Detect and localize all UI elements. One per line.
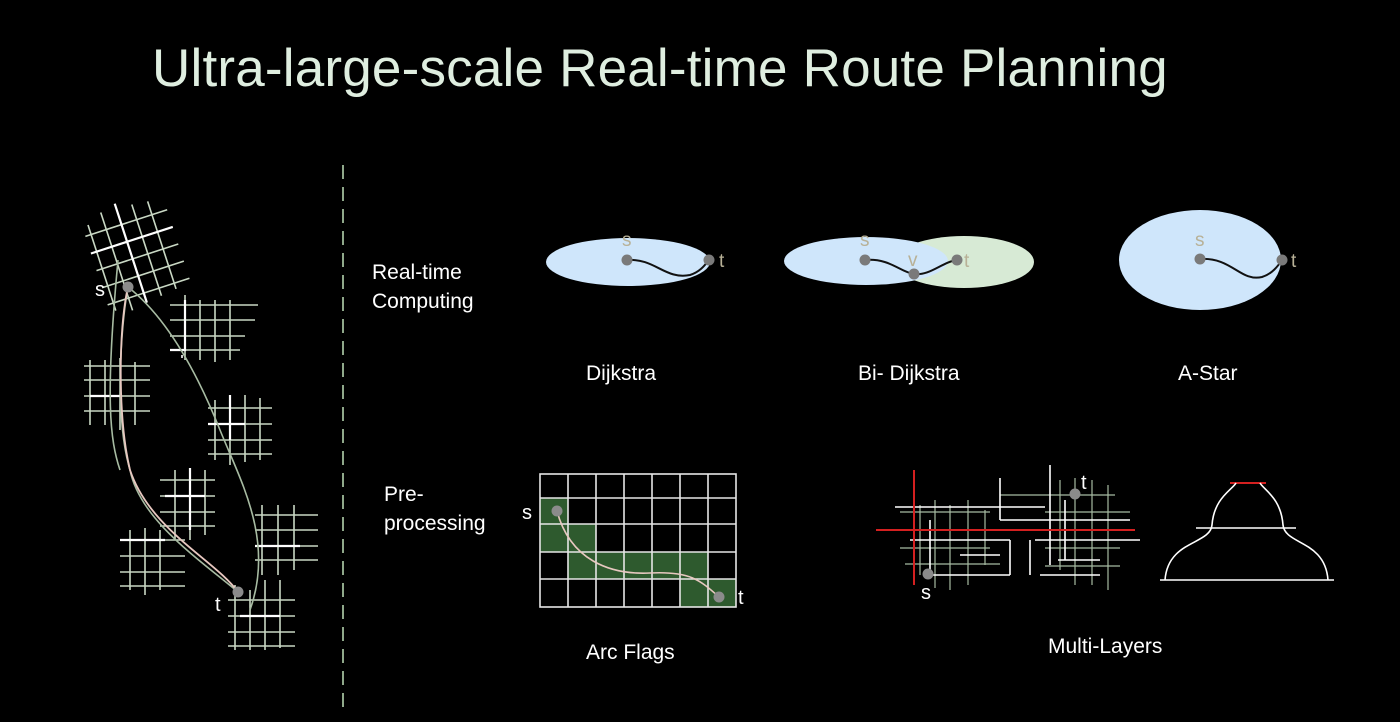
bidijkstra-node-t xyxy=(951,254,963,266)
arcflags-path xyxy=(556,510,720,598)
map-label-s: s xyxy=(95,279,105,301)
row-label-realtime-line1: Real-time xyxy=(372,261,462,284)
arcflags-grid xyxy=(539,473,737,608)
multilayer-hierarchy xyxy=(1160,482,1334,581)
row-label-preprocessing: Pre- processing xyxy=(384,480,486,538)
map-block-ll xyxy=(120,528,185,595)
dijkstra-node-s xyxy=(621,254,633,266)
slide-title: Ultra-large-scale Real-time Route Planni… xyxy=(152,39,1168,98)
map-block-rm xyxy=(208,395,272,465)
map-block-bottom xyxy=(228,580,295,650)
map-label-t: t xyxy=(215,594,221,616)
multilayer-grid: s t xyxy=(876,465,1140,604)
caption-arcflags: Arc Flags xyxy=(586,641,675,664)
map-block-lm xyxy=(84,358,150,430)
row-label-realtime-line2: Computing xyxy=(372,290,474,313)
astar-label-t: t xyxy=(1291,251,1297,272)
arcflags-node-t xyxy=(713,591,725,603)
multilayer-label-s: s xyxy=(921,582,931,604)
bidijkstra-label-s: s xyxy=(860,230,870,251)
bidijkstra-label-v: v xyxy=(908,250,918,271)
multilayer-label-t: t xyxy=(1081,472,1087,494)
bidijkstra-node-s xyxy=(859,254,871,266)
road-map xyxy=(84,201,318,650)
astar-path xyxy=(1199,257,1283,279)
map-block-cl xyxy=(160,468,215,540)
row-label-pre-line2: processing xyxy=(384,512,486,535)
dijkstra-node-t xyxy=(703,254,715,266)
bidijkstra-label-t: t xyxy=(964,251,970,272)
astar-label-s: s xyxy=(1195,230,1205,251)
astar-node-t xyxy=(1276,254,1288,266)
map-node-s xyxy=(122,281,134,293)
dijkstra-diagram: s t xyxy=(546,230,725,286)
multilayer-node-t xyxy=(1069,488,1081,500)
dijkstra-label-s: s xyxy=(622,230,632,251)
row-label-realtime: Real-time Computing xyxy=(372,258,474,316)
caption-dijkstra: Dijkstra xyxy=(586,362,657,385)
caption-bidijkstra: Bi- Dijkstra xyxy=(858,362,960,385)
dijkstra-path xyxy=(626,258,710,277)
caption-astar: A-Star xyxy=(1178,362,1238,385)
dijkstra-label-t: t xyxy=(719,251,725,272)
arcflags-node-s xyxy=(551,505,563,517)
bidijkstra-diagram: s v t xyxy=(784,230,1034,288)
map-route xyxy=(119,286,239,593)
map-block-rl xyxy=(255,505,318,575)
astar-diagram: s t xyxy=(1119,210,1297,310)
caption-multilayers: Multi-Layers xyxy=(1048,635,1163,658)
row-label-pre-line1: Pre- xyxy=(384,483,424,506)
map-block-ru xyxy=(170,295,258,362)
map-node-t xyxy=(232,586,244,598)
arcflags-label-s: s xyxy=(522,502,532,524)
arcflags-diagram: s t xyxy=(522,473,744,609)
multilayer-node-s xyxy=(922,568,934,580)
astar-node-s xyxy=(1194,253,1206,265)
arcflags-label-t: t xyxy=(738,587,744,609)
bidijkstra-node-v xyxy=(908,268,920,280)
